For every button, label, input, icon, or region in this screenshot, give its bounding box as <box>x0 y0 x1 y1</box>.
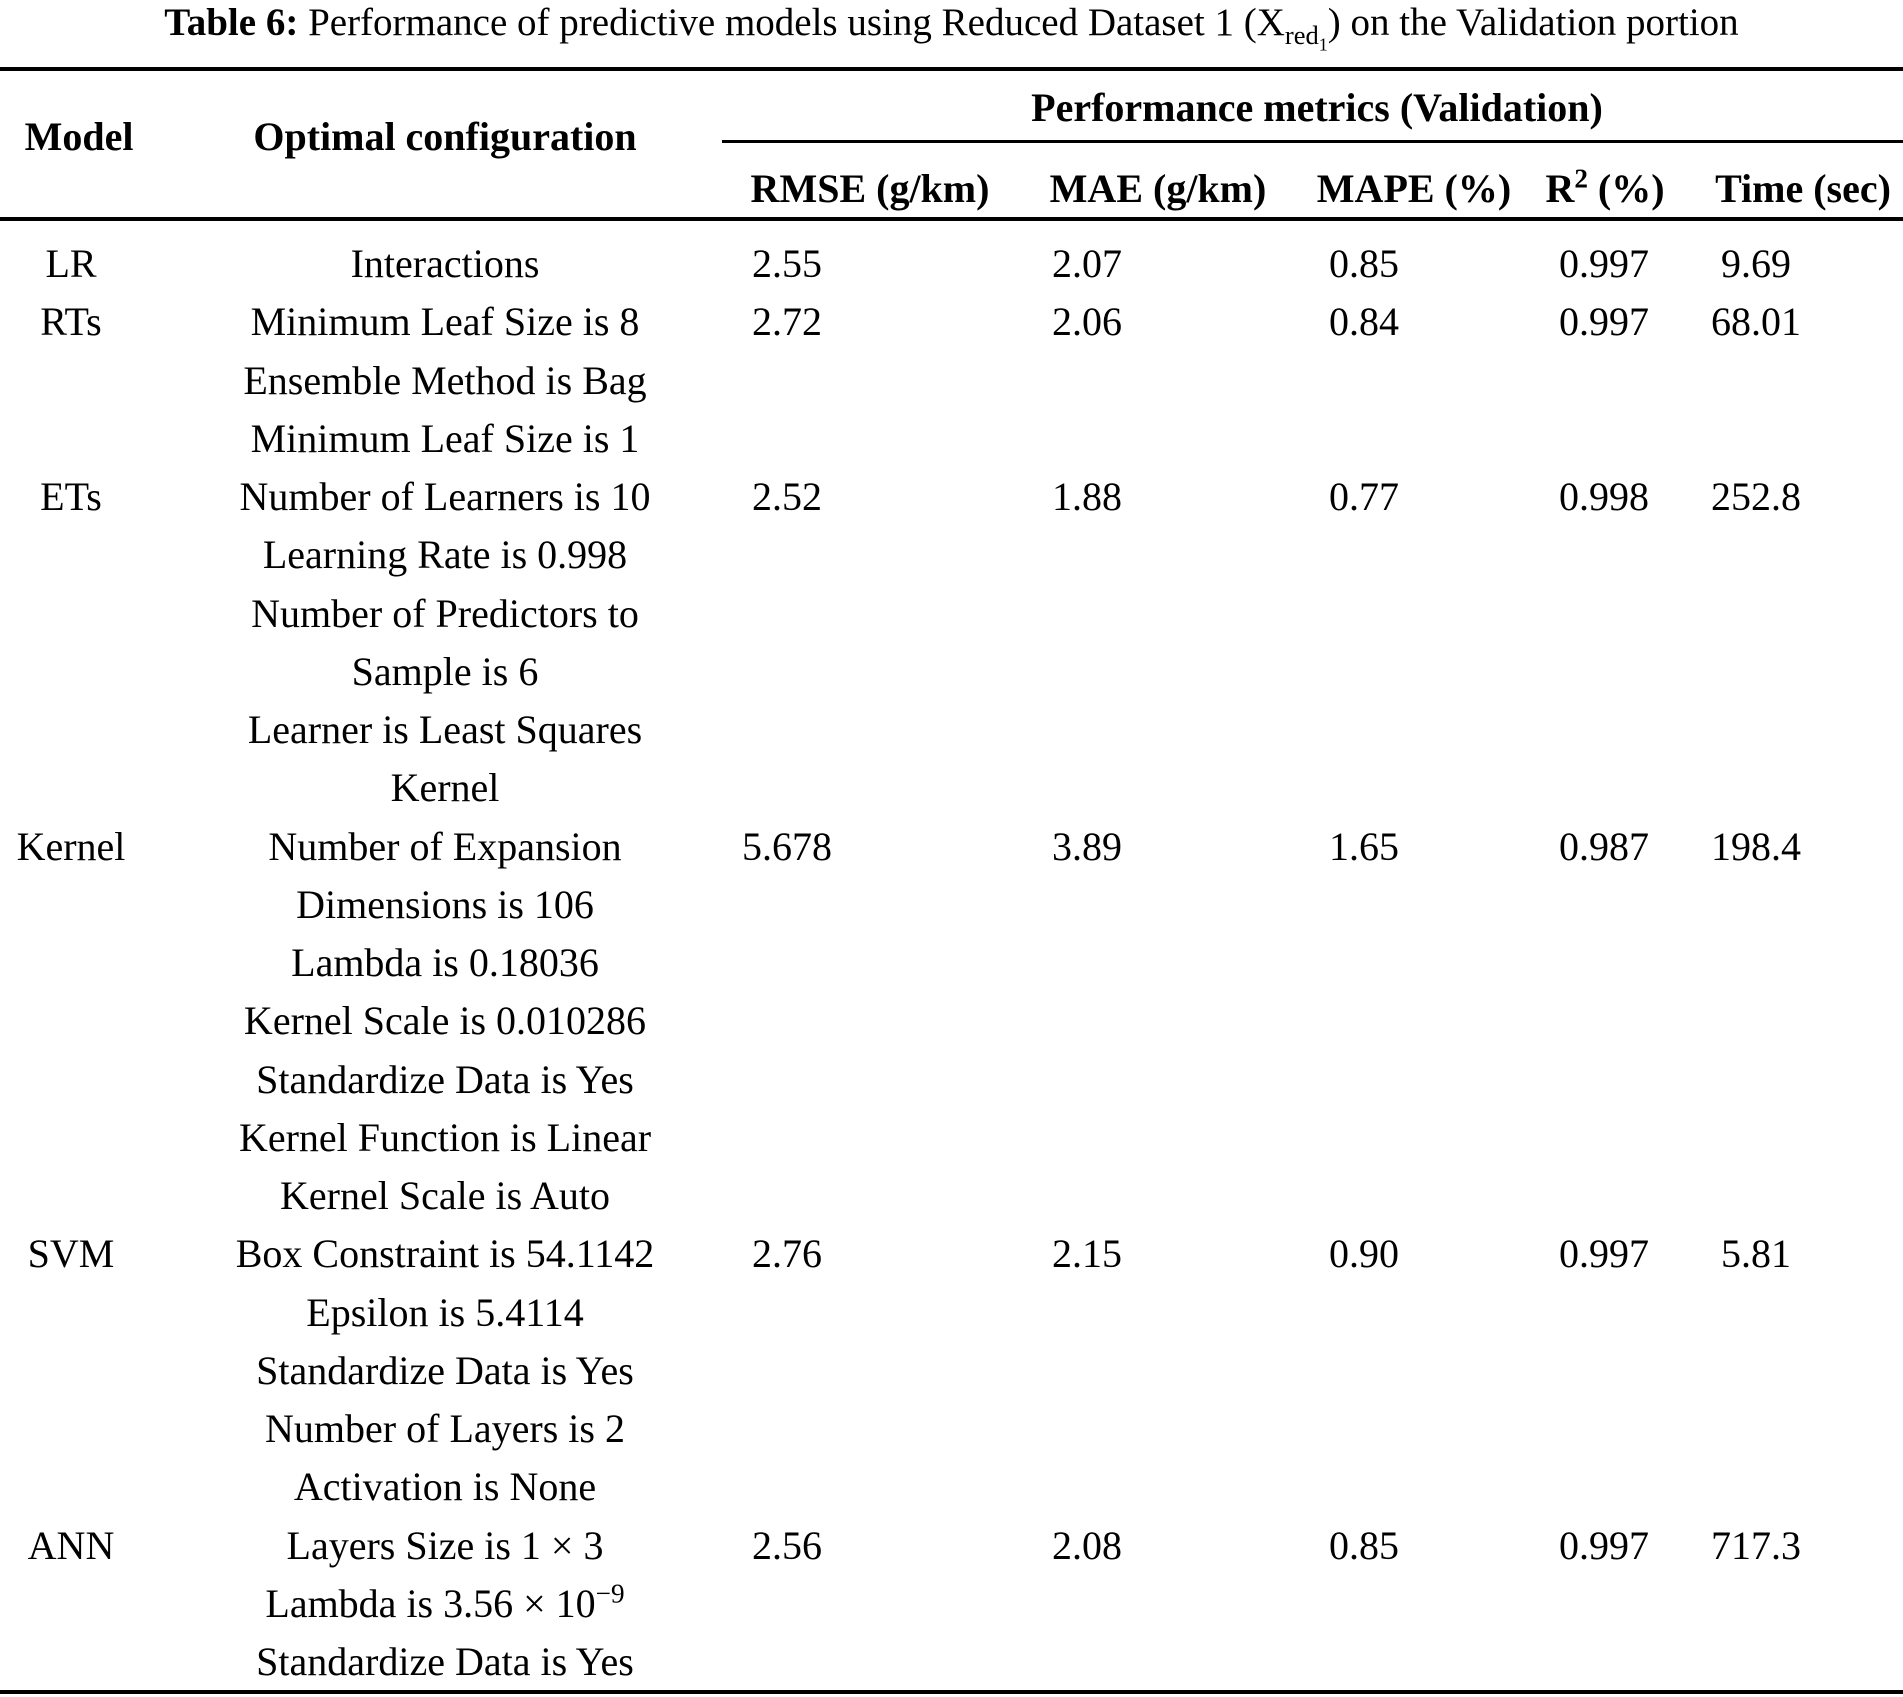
config-line: Dimensions is 106 <box>296 881 594 927</box>
column-header-rmse: RMSE (g/km) <box>750 166 990 211</box>
metrics-group-underline-rule <box>722 140 1903 143</box>
metric-time: 717.3 <box>1711 1522 1801 1568</box>
metric-mape: 0.85 <box>1329 241 1399 286</box>
config-line: Number of Predictors to <box>251 590 639 636</box>
config-line: Kernel Function is Linear <box>238 1114 652 1160</box>
config-line: Lambda is 3.56 × 10−9 <box>265 1578 625 1626</box>
metric-r2: 0.987 <box>1559 823 1649 869</box>
metric-mape: 0.84 <box>1329 299 1399 345</box>
config-line: Standardize Data is Yes <box>256 1347 634 1393</box>
metric-mae: 2.15 <box>1052 1231 1122 1277</box>
metric-mape: 0.85 <box>1329 1522 1399 1568</box>
config-line: Kernel <box>390 765 500 811</box>
config-line: Learning Rate is 0.998 <box>262 532 628 578</box>
metric-r2: 0.997 <box>1559 1231 1649 1277</box>
caption-label: Table 6: <box>164 1 299 44</box>
config-line: Minimum Leaf Size is 1 <box>250 415 640 461</box>
metric-time: 252.8 <box>1711 474 1801 519</box>
metric-mae: 2.07 <box>1052 241 1122 286</box>
column-header-mape: MAPE (%) <box>1316 166 1512 211</box>
config-line: Minimum Leaf Size is 8 <box>250 299 640 345</box>
column-header-mae: MAE (g/km) <box>1049 166 1267 211</box>
metric-time: 68.01 <box>1711 299 1801 345</box>
metric-time: 198.4 <box>1711 823 1801 869</box>
column-header-r2: R2 (%) <box>1545 163 1665 211</box>
column-header-time: Time (sec) <box>1715 166 1891 211</box>
metric-rmse: 2.72 <box>752 299 822 345</box>
config-line: Ensemble Method is Bag <box>243 357 647 403</box>
top-rule <box>0 67 1903 71</box>
metric-rmse: 2.55 <box>752 241 822 286</box>
config-line: Box Constraint is 54.1142 <box>235 1231 655 1277</box>
metric-time: 9.69 <box>1721 241 1791 286</box>
model-name: Kernel <box>16 823 126 869</box>
metric-r2: 0.997 <box>1559 1522 1649 1568</box>
metric-mae: 1.88 <box>1052 474 1122 519</box>
bottom-rule <box>0 1690 1903 1694</box>
config-line: Number of Expansion <box>268 823 622 869</box>
config-line: Kernel Scale is Auto <box>280 1173 610 1218</box>
config-line: Activation is None <box>293 1464 597 1510</box>
config-line: Learner is Least Squares <box>247 707 643 752</box>
config-line: Interactions <box>350 241 540 286</box>
config-line: Standardize Data is Yes <box>256 1639 634 1684</box>
model-name: SVM <box>27 1231 115 1277</box>
column-header-model: Model <box>24 114 134 159</box>
metric-rmse: 2.76 <box>752 1231 822 1277</box>
metric-r2: 0.997 <box>1559 299 1649 345</box>
metric-rmse: 2.56 <box>752 1522 822 1568</box>
header-separator-rule <box>0 217 1903 221</box>
config-line: Epsilon is 5.4114 <box>306 1289 584 1335</box>
metric-rmse: 2.52 <box>752 474 822 519</box>
model-name: RTs <box>40 299 102 345</box>
column-group-header-performance-metrics: Performance metrics (Validation) <box>1031 85 1603 130</box>
metric-mape: 0.90 <box>1329 1231 1399 1277</box>
metric-rmse: 5.678 <box>742 823 832 869</box>
column-header-optimal-configuration: Optimal configuration <box>253 114 637 159</box>
model-name: ANN <box>27 1522 115 1568</box>
table-caption: Table 6: Performance of predictive model… <box>0 0 1903 55</box>
config-line: Layers Size is 1 × 3 <box>286 1522 604 1568</box>
metric-mape: 0.77 <box>1329 474 1399 519</box>
metric-mae: 2.08 <box>1052 1522 1122 1568</box>
config-line: Sample is 6 <box>351 648 539 694</box>
metric-mape: 1.65 <box>1329 823 1399 869</box>
model-name: ETs <box>40 474 102 519</box>
config-line: Number of Layers is 2 <box>265 1406 625 1451</box>
config-line: Number of Learners is 10 <box>239 474 651 519</box>
metric-time: 5.81 <box>1721 1231 1791 1277</box>
config-line: Standardize Data is Yes <box>256 1056 634 1102</box>
caption-text: Performance of predictive models using R… <box>298 1 1739 55</box>
config-line: Lambda is 0.18036 <box>291 940 599 985</box>
model-name: LR <box>45 241 97 286</box>
config-line: Kernel Scale is 0.010286 <box>243 998 647 1044</box>
metric-mae: 2.06 <box>1052 299 1122 345</box>
metric-r2: 0.997 <box>1559 241 1649 286</box>
metric-r2: 0.998 <box>1559 474 1649 519</box>
metric-mae: 3.89 <box>1052 823 1122 869</box>
